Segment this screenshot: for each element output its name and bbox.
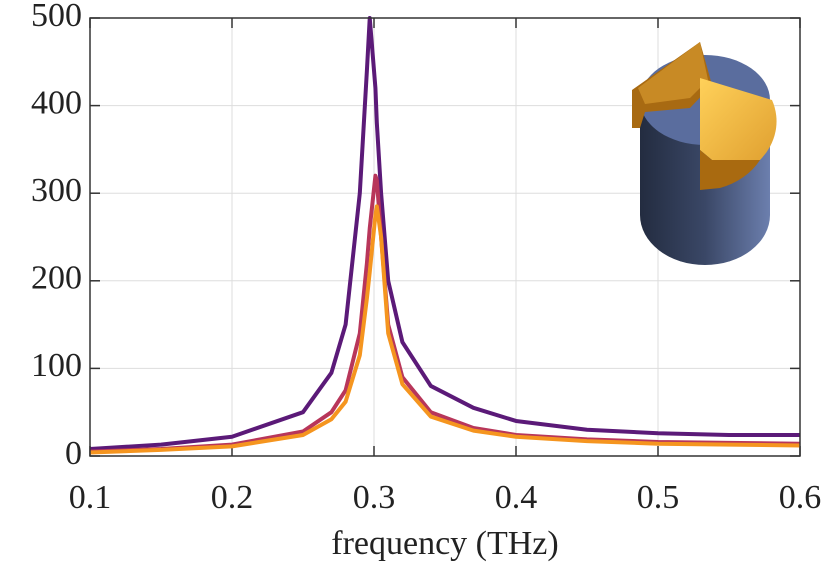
y-tick-label: 400	[31, 84, 82, 121]
inset-illustration	[632, 42, 777, 265]
y-tick-label: 100	[31, 347, 82, 384]
x-tick-label: 0.6	[779, 479, 822, 516]
y-tick-label: 300	[31, 172, 82, 209]
x-tick-label: 0.3	[353, 479, 396, 516]
y-tick-label: 0	[65, 435, 82, 472]
y-tick-label: 200	[31, 260, 82, 297]
x-tick-label: 0.1	[69, 479, 112, 516]
x-tick-label: 0.4	[495, 479, 538, 516]
x-tick-label: 0.2	[211, 479, 254, 516]
y-tick-label: 500	[31, 0, 82, 34]
x-axis-label: frequency (THz)	[331, 525, 558, 562]
x-tick-label: 0.5	[637, 479, 680, 516]
series-line	[89, 204, 801, 455]
series-line	[89, 16, 800, 451]
plot-frame	[89, 17, 801, 457]
